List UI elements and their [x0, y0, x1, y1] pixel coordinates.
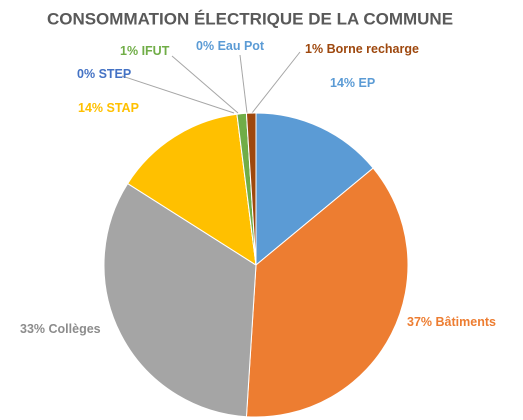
data-label: 14% STAP: [78, 101, 139, 115]
data-label: 14% EP: [330, 76, 375, 90]
chart-title: CONSOMMATION ÉLECTRIQUE DE LA COMMUNE: [47, 9, 453, 28]
pie-slice: [255, 112, 374, 267]
data-label: 1% IFUT: [120, 44, 170, 58]
category-label: EP: [359, 76, 376, 90]
data-label: 1% Borne recharge: [305, 42, 419, 56]
data-label: 0% Eau Pot: [196, 39, 265, 53]
leader-lines: [121, 51, 301, 114]
data-label: 0% STEP: [77, 67, 131, 81]
value-label: 1%: [305, 42, 323, 56]
leader-line: [239, 54, 248, 114]
pie-slice: [245, 112, 257, 266]
pie-slice: [103, 182, 257, 418]
category-label: STEP: [99, 67, 132, 81]
category-label: Bâtiments: [436, 315, 496, 329]
category-label: IFUT: [142, 44, 170, 58]
leader-line: [171, 55, 239, 114]
category-label: STAP: [107, 101, 139, 115]
data-label: 37% Bâtiments: [407, 315, 496, 329]
data-label: 33% Collèges: [20, 322, 101, 336]
leader-line: [251, 51, 301, 114]
value-label: 33%: [20, 322, 45, 336]
pie-slice: [245, 167, 409, 418]
leader-line: [121, 75, 235, 114]
value-label: 1%: [120, 44, 138, 58]
pie-slice: [126, 113, 257, 266]
category-label: Eau Pot: [218, 39, 265, 53]
category-label: Collèges: [49, 322, 101, 336]
value-label: 0%: [196, 39, 214, 53]
value-label: 14%: [78, 101, 103, 115]
value-label: 37%: [407, 315, 432, 329]
category-label: Borne recharge: [327, 42, 419, 56]
value-label: 14%: [330, 76, 355, 90]
value-label: 0%: [77, 67, 95, 81]
